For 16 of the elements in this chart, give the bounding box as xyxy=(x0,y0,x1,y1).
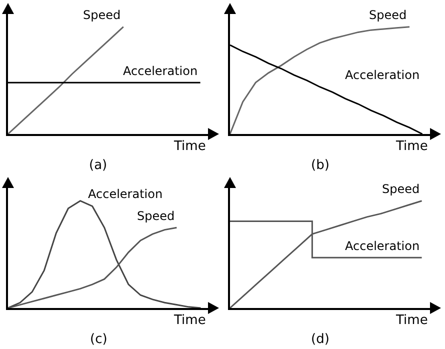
x-axis-title: Time xyxy=(173,139,206,154)
x-axis-title: Time xyxy=(395,139,428,154)
series-label: Acceleration xyxy=(123,64,198,78)
series-label: Speed xyxy=(83,8,121,22)
x-axis-title: Time xyxy=(395,313,428,328)
x-axis-title: Time xyxy=(173,313,206,328)
series-label: Speed xyxy=(382,182,420,196)
series-label: Acceleration xyxy=(345,239,420,253)
series-label: Acceleration xyxy=(345,68,420,82)
text: (c) xyxy=(90,332,108,347)
text: (b) xyxy=(311,158,330,173)
series-label: Speed xyxy=(137,209,175,223)
text: (a) xyxy=(89,158,108,173)
series-label: Acceleration xyxy=(88,187,163,201)
series-label: Speed xyxy=(369,8,407,22)
text: (d) xyxy=(311,332,330,347)
